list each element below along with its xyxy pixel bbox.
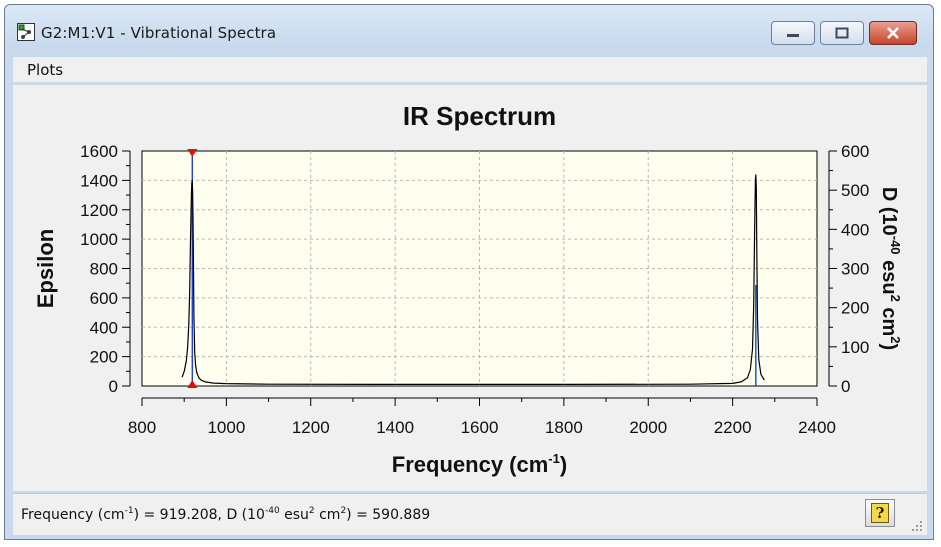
y2-tick-label: 400 bbox=[841, 220, 869, 239]
y2-tick-label: 300 bbox=[841, 260, 869, 279]
x-tick-label: 1200 bbox=[292, 418, 330, 437]
menu-item-plots[interactable]: Plots bbox=[27, 61, 64, 79]
x-tick-label: 1800 bbox=[545, 418, 583, 437]
status-readout: Frequency (cm-1) = 919.208, D (10-40 esu… bbox=[21, 506, 430, 523]
status-d-value: ) = 590.889 bbox=[346, 507, 431, 523]
y-tick-label: 0 bbox=[109, 377, 118, 396]
close-button[interactable] bbox=[869, 21, 917, 45]
y-tick-label: 400 bbox=[90, 318, 118, 337]
vibrational-spectra-window: G2:M1:V1 - Vibrational Spectra Plots IR … bbox=[4, 4, 934, 540]
y2-axis-label: D (10-40 esu2 cm2) bbox=[878, 187, 903, 350]
y2-tick-label: 200 bbox=[841, 299, 869, 318]
minimize-button[interactable] bbox=[771, 21, 815, 45]
x-tick-label: 2200 bbox=[714, 418, 752, 437]
x-tick-label: 2000 bbox=[629, 418, 667, 437]
maximize-button[interactable] bbox=[820, 21, 864, 45]
help-button[interactable]: ? bbox=[865, 499, 895, 527]
y-axis-label: Epsilon bbox=[33, 229, 58, 308]
status-d-sup1: -40 bbox=[264, 506, 280, 516]
x-tick-label: 1400 bbox=[376, 418, 414, 437]
resize-grip-icon[interactable] bbox=[911, 520, 923, 532]
help-question-icon: ? bbox=[871, 503, 889, 523]
chart-area: IR Spectrum 800 1000 1200 1400 1600 1800 2000 22… bbox=[13, 85, 927, 491]
status-d-unit: esu bbox=[279, 507, 309, 523]
y2-tick-label: 500 bbox=[841, 181, 869, 200]
status-freq-sup: -1 bbox=[124, 506, 134, 516]
x-tick-label: 800 bbox=[128, 418, 156, 437]
status-freq-prefix: Frequency (cm bbox=[21, 507, 125, 523]
status-freq-mid: ) = 919.208, D (10 bbox=[133, 507, 265, 523]
y-tick-label: 1400 bbox=[80, 171, 118, 190]
y-tick-label: 1000 bbox=[80, 230, 118, 249]
marker-bottom-triangle bbox=[187, 380, 198, 388]
y-tick-label: 800 bbox=[90, 260, 118, 279]
y2-tick-label: 0 bbox=[841, 377, 850, 396]
y2-tick-label: 600 bbox=[841, 142, 869, 161]
y-tick-label: 600 bbox=[90, 289, 118, 308]
spectrum-line bbox=[181, 174, 765, 385]
status-d-sup2: 2 bbox=[308, 506, 315, 516]
minimize-icon bbox=[787, 34, 799, 37]
y-tick-label: 1200 bbox=[80, 201, 118, 220]
x-tick-label: 1600 bbox=[461, 418, 499, 437]
window-title: G2:M1:V1 - Vibrational Spectra bbox=[41, 24, 277, 42]
status-bar: Frequency (cm-1) = 919.208, D (10-40 esu… bbox=[13, 493, 927, 535]
status-d-sup3: 2 bbox=[340, 506, 347, 516]
maximize-icon bbox=[835, 27, 849, 39]
y2-tick-label: 100 bbox=[841, 338, 869, 357]
x-tick-label: 2400 bbox=[798, 418, 836, 437]
chart-title: IR Spectrum bbox=[403, 101, 556, 131]
y-tick-label: 200 bbox=[90, 348, 118, 367]
y-tick-label: 1600 bbox=[80, 142, 118, 161]
marker-top-triangle bbox=[187, 149, 198, 157]
title-bar[interactable]: G2:M1:V1 - Vibrational Spectra bbox=[5, 5, 933, 57]
status-d-unit2: cm bbox=[314, 507, 341, 523]
menu-bar: Plots bbox=[13, 57, 927, 83]
x-tick-label: 1000 bbox=[207, 418, 245, 437]
molecule-app-icon bbox=[17, 23, 35, 41]
close-icon bbox=[887, 27, 899, 39]
x-axis-label: Frequency (cm-1) bbox=[392, 451, 567, 477]
